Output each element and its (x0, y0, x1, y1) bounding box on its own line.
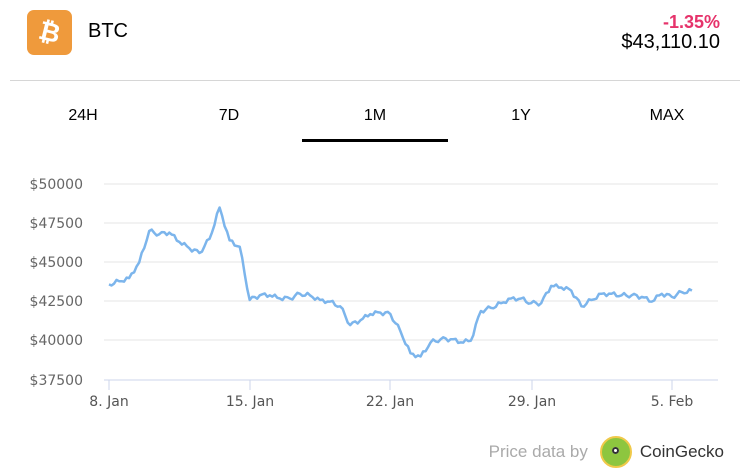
svg-text:$37500: $37500 (30, 373, 83, 389)
header-divider (10, 80, 740, 81)
svg-text:$45000: $45000 (30, 255, 83, 271)
svg-text:$50000: $50000 (30, 177, 83, 193)
svg-text:15. Jan: 15. Jan (226, 394, 274, 410)
price-change-percent: -1.35% (662, 12, 720, 32)
data-credit: Price data by CoinGecko (489, 436, 724, 468)
x-axis-labels: 8. Jan 15. Jan 22. Jan 29. Jan 5. Feb (89, 394, 693, 410)
timeframe-tabs: 24H 7D 1M 1Y MAX (10, 100, 740, 142)
tab-1y[interactable]: 1Y (511, 107, 531, 124)
credit-text: Price data by (488, 442, 588, 461)
svg-text:$40000: $40000 (30, 333, 83, 349)
price-line[interactable] (108, 206, 693, 359)
svg-text:22. Jan: 22. Jan (366, 394, 414, 410)
y-axis-labels: $50000 $47500 $45000 $42500 $40000 $3750… (30, 177, 83, 389)
tab-24h[interactable]: 24H (68, 107, 98, 124)
y-axis-gridlines (104, 183, 718, 341)
x-axis-ticks (108, 380, 673, 390)
svg-text:5. Feb: 5. Feb (651, 394, 694, 410)
tab-7d[interactable]: 7D (218, 107, 240, 124)
tab-max[interactable]: MAX (649, 107, 685, 124)
svg-text:$47500: $47500 (30, 216, 83, 232)
svg-text:29. Jan: 29. Jan (508, 394, 556, 410)
price-chart[interactable]: $50000 $47500 $45000 $42500 $40000 $3750… (0, 160, 750, 420)
coingecko-icon[interactable] (599, 436, 632, 468)
coingecko-link[interactable]: CoinGecko (639, 442, 724, 461)
bitcoin-icon: ₿ (27, 10, 72, 55)
current-price: $43,110.10 (621, 31, 720, 53)
tab-1m[interactable]: 1M (302, 100, 448, 142)
svg-text:8. Jan: 8. Jan (89, 394, 128, 410)
svg-text:$42500: $42500 (30, 294, 83, 310)
bitcoin-glyph: ₿ (35, 15, 64, 51)
coin-symbol: BTC (88, 20, 128, 42)
